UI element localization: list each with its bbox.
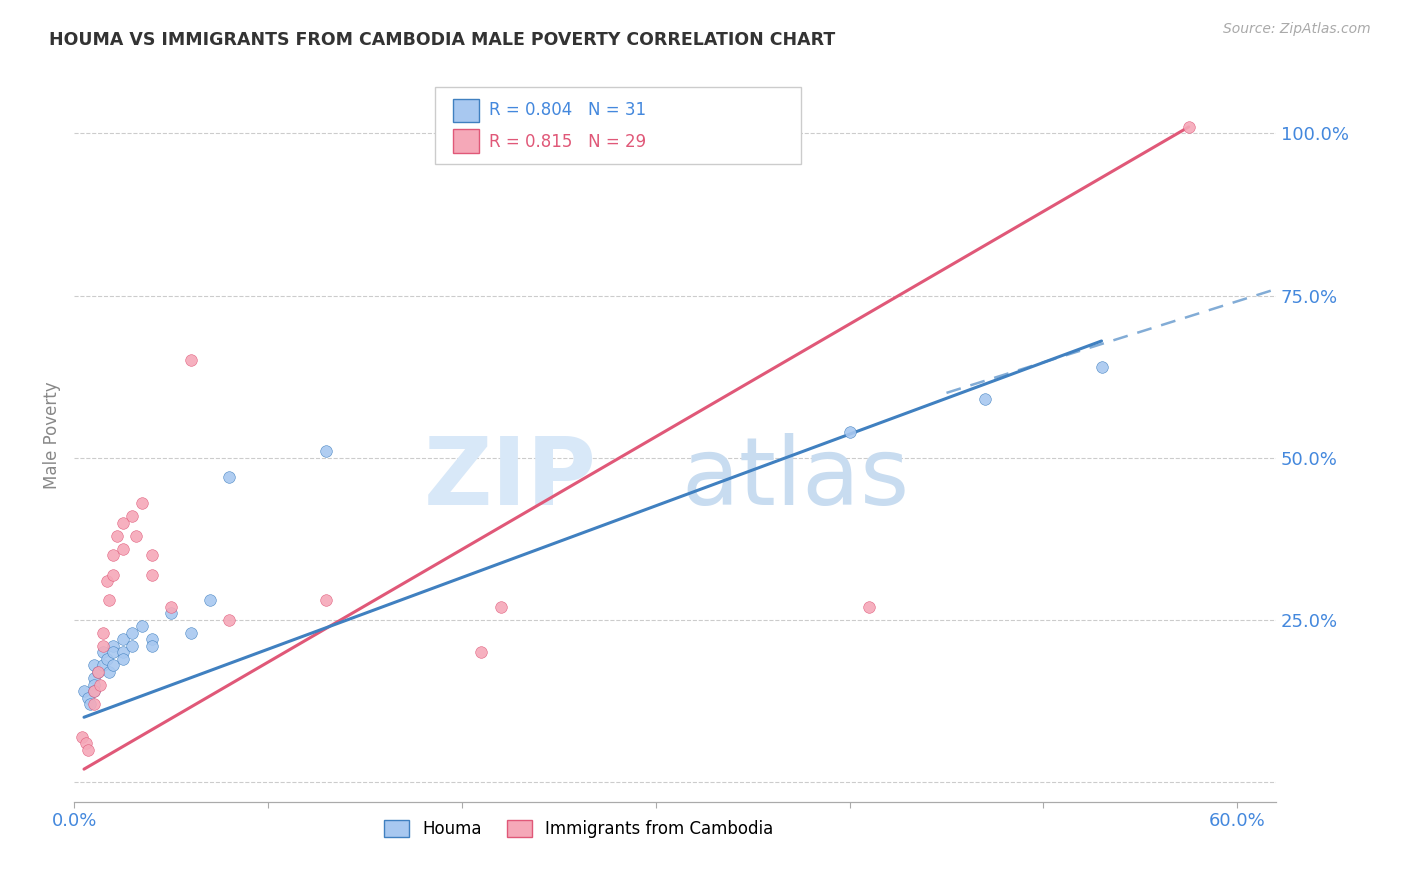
Point xyxy=(89,678,111,692)
Point xyxy=(101,639,124,653)
Point xyxy=(180,626,202,640)
Point xyxy=(101,567,124,582)
Point xyxy=(111,652,134,666)
Point xyxy=(160,607,183,621)
Text: HOUMA VS IMMIGRANTS FROM CAMBODIA MALE POVERTY CORRELATION CHART: HOUMA VS IMMIGRANTS FROM CAMBODIA MALE P… xyxy=(49,31,835,49)
Point xyxy=(73,684,96,698)
Point xyxy=(101,645,124,659)
Point xyxy=(83,684,105,698)
Point xyxy=(96,574,118,588)
Point xyxy=(489,599,512,614)
Point xyxy=(315,593,337,607)
FancyBboxPatch shape xyxy=(453,129,479,153)
Point xyxy=(125,528,148,542)
Point xyxy=(86,665,108,679)
Point xyxy=(93,658,115,673)
Point xyxy=(101,658,124,673)
Point xyxy=(111,632,134,647)
Point xyxy=(111,516,134,530)
Point xyxy=(111,541,134,556)
Point xyxy=(141,548,163,562)
Point xyxy=(160,599,183,614)
Point xyxy=(86,665,108,679)
Point xyxy=(180,353,202,368)
Point xyxy=(121,639,143,653)
Point xyxy=(315,444,337,458)
Point xyxy=(83,684,105,698)
Point xyxy=(1090,359,1112,374)
Point xyxy=(70,730,93,744)
Point xyxy=(121,626,143,640)
Point xyxy=(131,619,153,633)
FancyBboxPatch shape xyxy=(453,99,479,122)
Point xyxy=(101,548,124,562)
Point xyxy=(1177,120,1199,134)
Text: atlas: atlas xyxy=(681,433,910,525)
Point xyxy=(83,698,105,712)
Point xyxy=(105,528,128,542)
Text: ZIP: ZIP xyxy=(425,433,598,525)
Point xyxy=(470,645,492,659)
Point xyxy=(77,742,100,756)
Point xyxy=(93,626,115,640)
Point xyxy=(75,736,97,750)
Point xyxy=(974,392,997,407)
Point xyxy=(77,690,100,705)
Point xyxy=(838,425,860,439)
Text: Source: ZipAtlas.com: Source: ZipAtlas.com xyxy=(1223,22,1371,37)
Point xyxy=(83,678,105,692)
Point xyxy=(93,639,115,653)
Point xyxy=(218,470,240,484)
Legend: Houma, Immigrants from Cambodia: Houma, Immigrants from Cambodia xyxy=(378,813,780,845)
Point xyxy=(98,665,121,679)
Point xyxy=(96,652,118,666)
Point xyxy=(141,639,163,653)
Text: R = 0.815   N = 29: R = 0.815 N = 29 xyxy=(489,133,645,151)
Point xyxy=(218,613,240,627)
Point xyxy=(111,645,134,659)
Point xyxy=(141,567,163,582)
Point xyxy=(83,658,105,673)
Point xyxy=(121,509,143,524)
Point xyxy=(198,593,221,607)
FancyBboxPatch shape xyxy=(434,87,801,164)
Point xyxy=(141,632,163,647)
Point xyxy=(98,593,121,607)
Point xyxy=(79,698,101,712)
Text: R = 0.804   N = 31: R = 0.804 N = 31 xyxy=(489,102,645,120)
Point xyxy=(93,645,115,659)
Point xyxy=(858,599,880,614)
Point xyxy=(83,671,105,685)
Point xyxy=(131,496,153,510)
Y-axis label: Male Poverty: Male Poverty xyxy=(44,381,60,489)
